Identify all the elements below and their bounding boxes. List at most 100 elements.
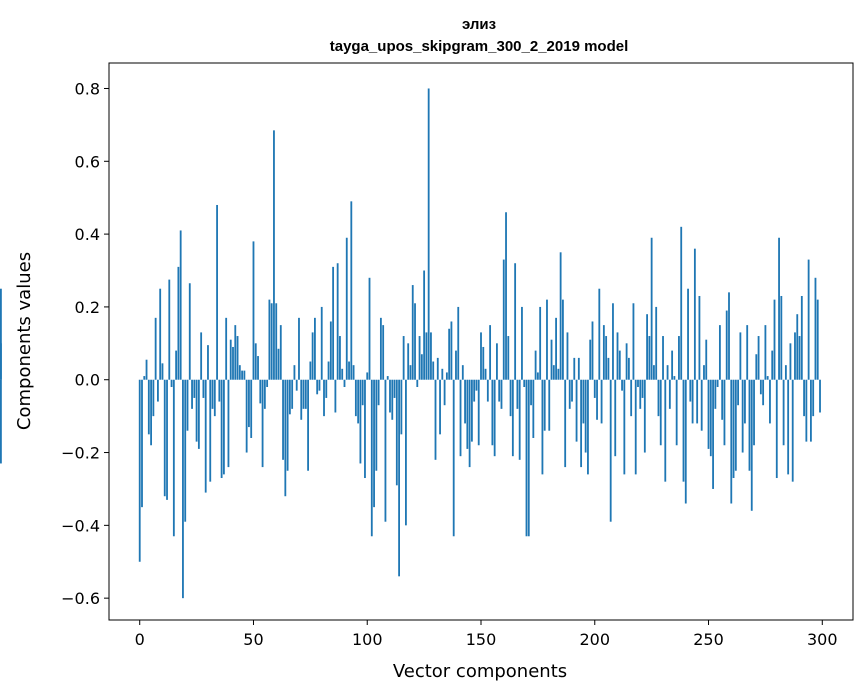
bar xyxy=(530,379,532,406)
bar xyxy=(211,379,214,409)
bar xyxy=(639,379,642,409)
bar xyxy=(650,237,653,380)
bar xyxy=(366,372,369,380)
bar xyxy=(707,379,710,449)
bar xyxy=(541,379,544,475)
bar xyxy=(427,88,430,380)
bar xyxy=(257,356,259,380)
bar xyxy=(393,379,396,398)
bar xyxy=(227,379,230,468)
bar xyxy=(796,314,799,380)
bar xyxy=(564,379,567,468)
bar xyxy=(304,379,307,409)
bar xyxy=(316,379,319,395)
bar xyxy=(769,379,771,424)
bar xyxy=(466,379,469,449)
bar xyxy=(794,332,796,380)
bar xyxy=(532,379,535,438)
bar xyxy=(616,332,619,380)
bar xyxy=(195,379,198,442)
bar xyxy=(682,379,685,482)
bar xyxy=(571,379,573,402)
bar xyxy=(559,252,562,380)
bar xyxy=(810,379,812,442)
bar xyxy=(470,379,473,442)
bar xyxy=(518,379,521,460)
bar xyxy=(157,379,159,402)
bar xyxy=(598,288,601,380)
bar xyxy=(691,379,694,424)
bar xyxy=(798,336,801,380)
bar xyxy=(525,379,528,537)
bar xyxy=(323,379,325,417)
bar xyxy=(596,379,598,420)
bar xyxy=(514,263,517,380)
bar xyxy=(698,295,701,380)
bar xyxy=(493,379,496,457)
bar xyxy=(263,379,266,409)
bar xyxy=(238,365,241,380)
bar xyxy=(507,336,510,380)
bar xyxy=(791,379,794,482)
bar xyxy=(491,379,494,446)
bar xyxy=(177,266,180,380)
chart-subtitle: tayga_upos_skipgram_300_2_2019 model xyxy=(330,38,629,55)
bar xyxy=(548,379,551,431)
bar xyxy=(320,306,323,380)
bar xyxy=(234,325,237,380)
bar xyxy=(577,357,580,380)
bar xyxy=(666,365,669,380)
bar xyxy=(773,299,776,380)
bar xyxy=(750,379,753,511)
bar xyxy=(159,288,162,380)
y-tick-label: −0.2 xyxy=(61,444,100,463)
bar xyxy=(345,237,348,380)
bar xyxy=(539,306,542,380)
bar xyxy=(766,376,769,380)
bar xyxy=(739,332,742,380)
bar xyxy=(152,379,155,417)
bar xyxy=(284,379,287,497)
bar xyxy=(350,201,353,380)
bar xyxy=(232,346,234,380)
bar xyxy=(270,303,273,380)
bar xyxy=(343,379,346,388)
bar xyxy=(300,379,303,420)
bar xyxy=(819,379,821,413)
bar xyxy=(748,379,751,471)
bar xyxy=(202,379,205,398)
bar xyxy=(341,368,344,380)
bar xyxy=(248,379,250,428)
bar xyxy=(511,379,514,457)
bar xyxy=(254,343,257,380)
bar xyxy=(502,259,505,380)
bar xyxy=(425,332,428,380)
bar xyxy=(309,361,312,380)
bar xyxy=(700,379,703,431)
bar xyxy=(434,379,437,460)
bar xyxy=(587,379,589,475)
bar xyxy=(696,379,699,424)
bar xyxy=(200,332,203,380)
bar xyxy=(536,372,539,380)
bar xyxy=(334,379,337,413)
bar xyxy=(582,379,585,424)
y-axis-label: Components values xyxy=(14,252,35,430)
bar xyxy=(562,299,564,380)
x-tick-label: 100 xyxy=(352,630,383,649)
bar xyxy=(0,379,2,464)
bar xyxy=(573,357,576,380)
bar xyxy=(138,379,141,562)
bar xyxy=(546,299,548,380)
bar xyxy=(759,379,762,395)
bar xyxy=(744,379,746,424)
bar xyxy=(737,379,740,406)
bar xyxy=(580,379,583,468)
bar xyxy=(405,379,407,526)
bar xyxy=(789,343,792,380)
x-tick-label: 300 xyxy=(807,630,838,649)
bar xyxy=(361,379,364,406)
bar xyxy=(509,379,512,417)
x-axis-ticks: 0 50 100 150 200 250 300 xyxy=(135,620,838,649)
bar xyxy=(302,379,305,409)
